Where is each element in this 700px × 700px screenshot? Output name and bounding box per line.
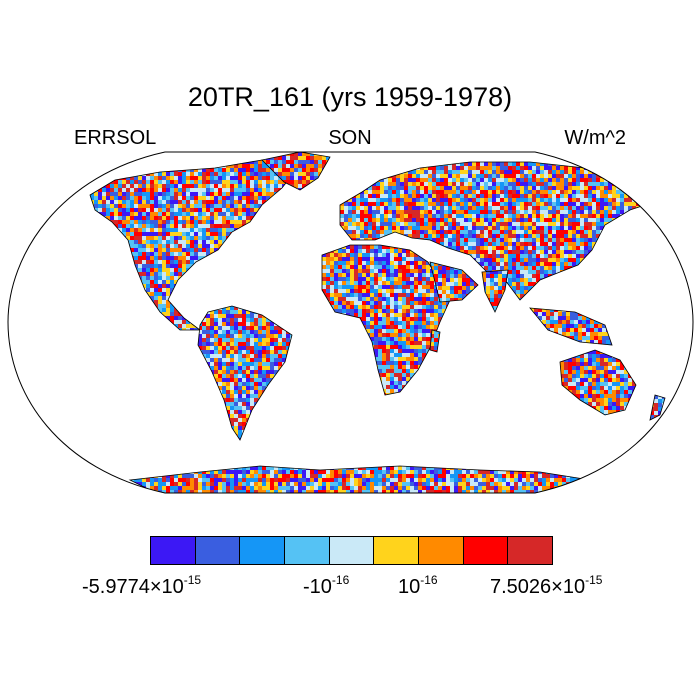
units-label: W/m^2 (564, 127, 626, 149)
africa-land-coastline (321, 244, 451, 396)
colorbar-box-3 (285, 537, 330, 564)
madagascar-land-coastline (429, 329, 441, 353)
colorbar (150, 536, 553, 565)
colorbar-box-4 (329, 537, 375, 564)
variable-label: ERRSOL (74, 127, 157, 149)
colorbar-label-pos: 10-16 (398, 573, 438, 598)
land-data-field (89, 152, 666, 493)
colorbar-label-min: -5.9774×10-15 (82, 573, 202, 598)
india-land-coastline (481, 269, 509, 313)
colorbar-box-7 (463, 537, 509, 564)
colorbar-label-max: 7.5026×10-15 (490, 573, 603, 598)
colorbar-box-5 (374, 537, 420, 564)
colorbar-box-1 (195, 537, 241, 564)
season-label: SON (328, 127, 372, 149)
globe-outline (7, 151, 694, 494)
southeast-asia-islands-land (530, 308, 612, 345)
southeast-asia-islands-land-coastline (529, 307, 613, 346)
eurasia-land-coastline (339, 161, 661, 301)
new-zealand-land-coastline (649, 394, 666, 421)
india-land (482, 270, 508, 312)
south-america-land-coastline (197, 305, 293, 441)
colorbar-box-0 (151, 537, 196, 564)
australia-land (560, 350, 636, 415)
australia-land-coastline (559, 349, 637, 416)
colorbar-box-6 (419, 537, 464, 564)
arabia-land-coastline (429, 261, 479, 303)
colorbar-box-2 (240, 537, 286, 564)
north-america-land (90, 160, 300, 330)
north-america-land-coastline (89, 159, 301, 331)
antarctica-land-coastline (128, 465, 592, 493)
colorbar-box-8 (508, 537, 553, 564)
greenland-land-coastline (261, 152, 331, 191)
africa-land (322, 245, 450, 395)
colorbar-label-neg: -10-16 (303, 573, 350, 598)
map-title: 20TR_161 (yrs 1959-1978) (187, 82, 513, 112)
